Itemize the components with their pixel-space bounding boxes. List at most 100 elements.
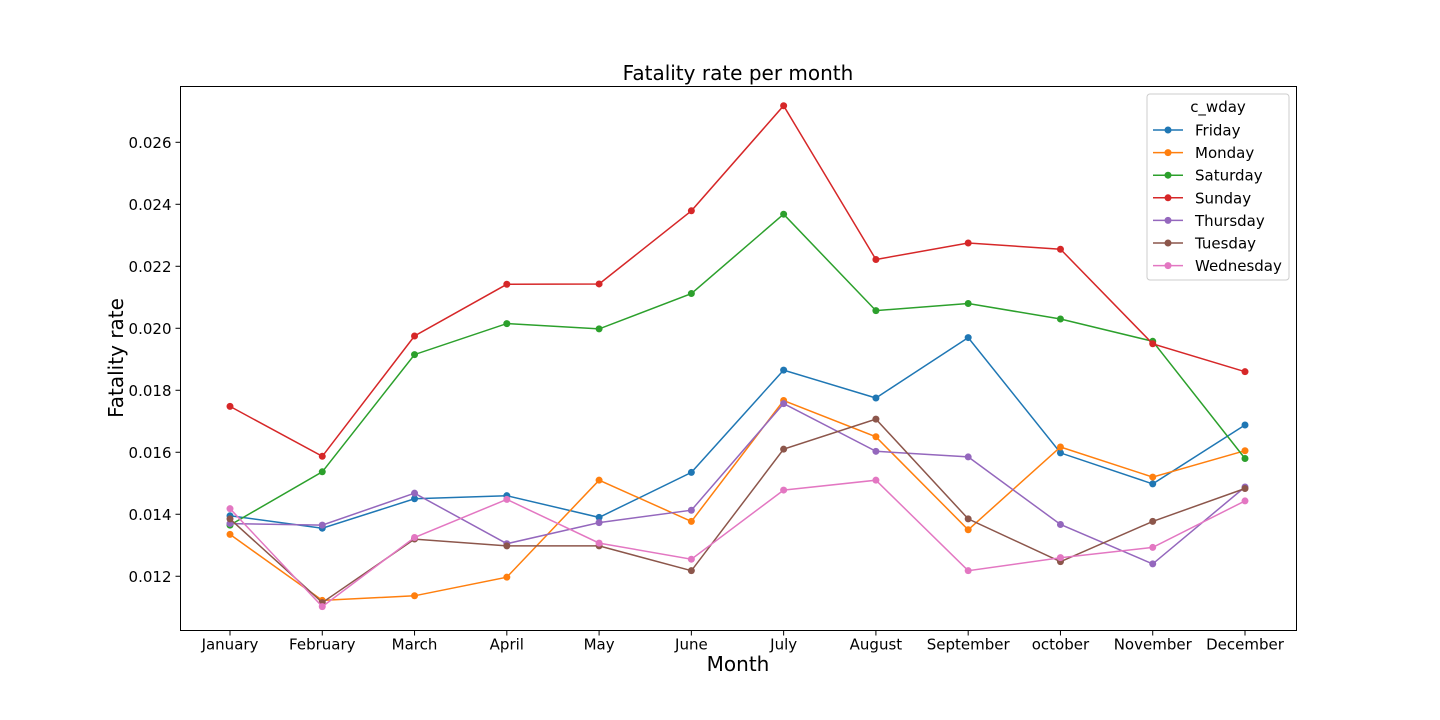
series-line (229, 213, 1246, 526)
data-point (1241, 447, 1249, 455)
data-point (687, 555, 695, 563)
series-thursday (226, 400, 1249, 568)
data-point (411, 534, 419, 542)
plot-frame (180, 86, 1297, 631)
data-point (872, 394, 880, 402)
data-point (411, 332, 419, 340)
data-point (872, 255, 880, 263)
data-point (503, 495, 511, 503)
data-point (1149, 480, 1157, 488)
legend-box (1146, 93, 1290, 281)
data-point (318, 521, 326, 529)
series-tuesday (226, 415, 1249, 607)
data-point (687, 517, 695, 525)
series-line (229, 336, 1246, 529)
series-sunday (226, 102, 1249, 460)
data-point (964, 526, 972, 534)
data-point (411, 489, 419, 497)
data-point (503, 573, 511, 581)
data-point (318, 452, 326, 460)
data-point (1241, 497, 1249, 505)
legend-title: c_wday (1190, 98, 1246, 117)
series-line (229, 479, 1246, 608)
legend-label: Tuesday (1194, 235, 1256, 253)
data-point (780, 486, 788, 494)
data-point (780, 400, 788, 408)
y-tick-label: 0.022 (129, 258, 172, 276)
legend: c_wday Friday Monday Saturday Sunday Thursday… (1146, 93, 1290, 281)
y-tick-label: 0.014 (129, 506, 172, 524)
data-point (1056, 554, 1064, 562)
data-point (872, 307, 880, 315)
legend-item-monday: Monday (1153, 144, 1254, 162)
data-point (964, 567, 972, 575)
data-point (780, 210, 788, 218)
data-point (1241, 421, 1249, 429)
data-point (687, 506, 695, 514)
data-point (964, 515, 972, 523)
x-tick-label: April (490, 636, 524, 654)
legend-item-sunday: Sunday (1153, 189, 1251, 207)
x-tick-label: November (1114, 636, 1193, 654)
legend-item-thursday: Thursday (1153, 212, 1265, 230)
data-point (226, 515, 234, 523)
data-point (1241, 485, 1249, 493)
series-line (229, 418, 1246, 604)
data-point (780, 366, 788, 374)
data-point (1056, 245, 1064, 253)
legend-marker (1164, 171, 1172, 179)
legend-item-friday: Friday (1153, 122, 1241, 140)
data-point (780, 445, 788, 453)
data-point (595, 325, 603, 333)
data-point (964, 239, 972, 247)
legend-label: Sunday (1195, 189, 1251, 207)
x-tick-label: September (927, 636, 1011, 654)
data-point (1056, 520, 1064, 528)
data-point (411, 351, 419, 359)
data-point (872, 415, 880, 423)
x-tick-label: May (584, 636, 615, 654)
data-point (226, 402, 234, 410)
data-point (687, 468, 695, 476)
x-tick-label: March (392, 636, 438, 654)
data-point (503, 280, 511, 288)
plot-area: January February March April May June July Augu… (129, 102, 1285, 654)
legend-item-tuesday: Tuesday (1153, 235, 1256, 253)
data-point (1149, 517, 1157, 525)
data-point (872, 447, 880, 455)
x-tick-label: August (850, 636, 903, 654)
data-point (1149, 543, 1157, 551)
legend-label: Monday (1195, 144, 1254, 162)
data-point (1149, 473, 1157, 481)
data-point (872, 433, 880, 441)
data-point (687, 567, 695, 575)
series-friday (226, 334, 1249, 532)
x-tick-label: october (1032, 636, 1090, 654)
data-point (964, 334, 972, 342)
data-point (1056, 449, 1064, 457)
data-point (226, 505, 234, 513)
legend-item-saturday: Saturday (1153, 167, 1263, 185)
y-tick-label: 0.016 (129, 444, 172, 462)
legend-marker (1164, 239, 1172, 247)
data-point (687, 290, 695, 298)
series-line (229, 399, 1246, 602)
x-tick-label: June (674, 636, 708, 654)
y-tick-label: 0.012 (129, 568, 172, 586)
data-point (318, 603, 326, 611)
data-point (1149, 340, 1157, 348)
x-tick-label: February (289, 636, 356, 654)
y-tick-label: 0.026 (129, 134, 172, 152)
data-point (411, 495, 419, 503)
data-point (595, 513, 603, 521)
y-tick-label: 0.024 (129, 196, 172, 214)
data-point (318, 468, 326, 476)
data-point (1056, 443, 1064, 451)
y-axis-title: Fatality rate (104, 298, 128, 418)
data-point (595, 280, 603, 288)
x-tick-label: January (201, 636, 259, 654)
series-monday (226, 397, 1249, 604)
legend-label: Saturday (1195, 167, 1263, 185)
data-point (503, 320, 511, 328)
